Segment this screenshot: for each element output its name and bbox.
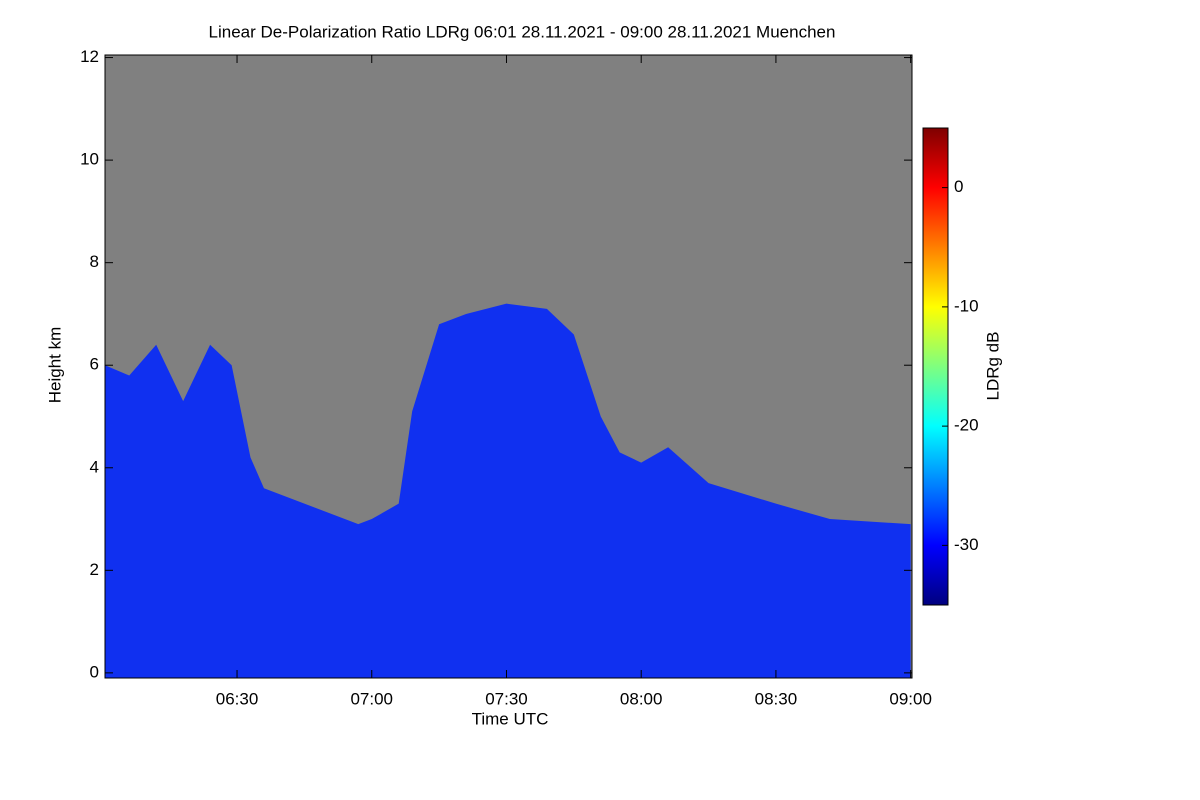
x-tick-label: 08:00 bbox=[620, 689, 663, 708]
colorbar-tick-label: -20 bbox=[954, 416, 979, 435]
y-axis-label: Height km bbox=[45, 327, 64, 404]
colorbar bbox=[922, 127, 949, 606]
y-tick-label: 6 bbox=[90, 355, 99, 374]
echo-area bbox=[105, 303, 911, 678]
colorbar-tick-label: -30 bbox=[954, 535, 979, 554]
colorbar-label: LDRg dB bbox=[983, 332, 1002, 401]
x-tick-label: 06:30 bbox=[216, 689, 259, 708]
x-tick-label: 07:00 bbox=[350, 689, 393, 708]
colorbar-tick-label: 0 bbox=[954, 177, 963, 196]
plot-frame bbox=[104, 54, 913, 679]
y-tick-label: 4 bbox=[90, 457, 99, 476]
x-tick-label: 09:00 bbox=[889, 689, 932, 708]
y-tick-label: 8 bbox=[90, 252, 99, 271]
x-axis-label: Time UTC bbox=[472, 709, 549, 728]
y-tick-label: 10 bbox=[80, 150, 99, 169]
y-tick-label: 2 bbox=[90, 560, 99, 579]
x-tick-label: 08:30 bbox=[755, 689, 798, 708]
y-tick-label: 0 bbox=[90, 662, 99, 681]
x-tick-label: 07:30 bbox=[485, 689, 528, 708]
y-tick-label: 12 bbox=[80, 47, 99, 66]
chart-title: Linear De-Polarization Ratio LDRg 06:01 … bbox=[209, 22, 836, 41]
colorbar-tick-label: -10 bbox=[954, 296, 979, 315]
